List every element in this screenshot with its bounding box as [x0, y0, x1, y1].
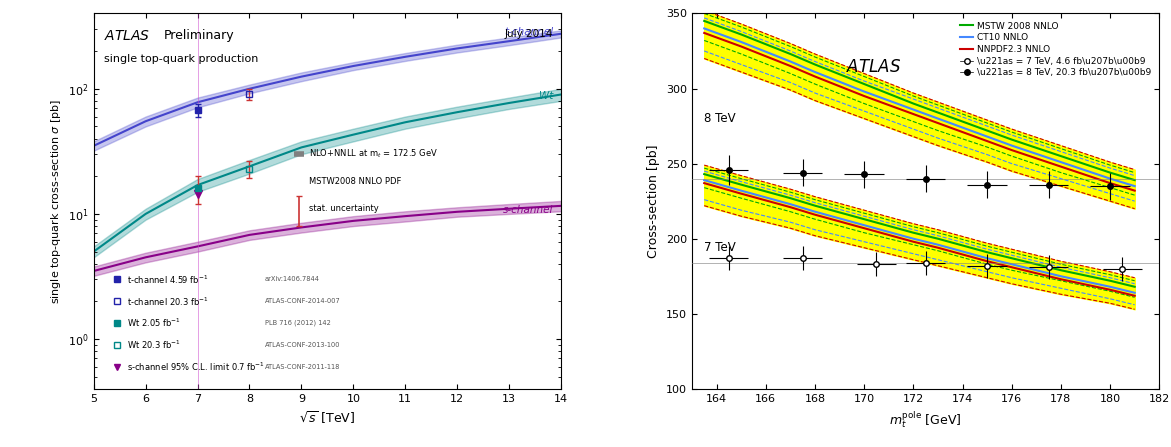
Text: ATLAS-CONF-2013-100: ATLAS-CONF-2013-100: [265, 342, 341, 348]
Text: Preliminary: Preliminary: [164, 29, 234, 42]
Text: stat. uncertainty: stat. uncertainty: [309, 204, 379, 213]
Text: s-channel 95% C.L. limit 0.7 fb$^{-1}$: s-channel 95% C.L. limit 0.7 fb$^{-1}$: [128, 361, 265, 373]
Text: July 2014: July 2014: [505, 29, 553, 39]
Text: MSTW2008 NNLO PDF: MSTW2008 NNLO PDF: [309, 177, 402, 186]
Text: t-channel: t-channel: [505, 27, 553, 37]
Text: single top-quark production: single top-quark production: [104, 54, 259, 64]
Text: s-channel: s-channel: [502, 205, 553, 215]
Text: $\bf{\it{ATLAS}}$: $\bf{\it{ATLAS}}$: [104, 29, 150, 43]
Legend: MSTW 2008 NNLO, CT10 NNLO, NNPDF2.3 NNLO, \u221as = 7 TeV, 4.6 fb\u207b\u00b9, \: MSTW 2008 NNLO, CT10 NNLO, NNPDF2.3 NNLO…: [957, 18, 1155, 81]
Text: NLO+NNLL at m$_t$ = 172.5 GeV: NLO+NNLL at m$_t$ = 172.5 GeV: [309, 148, 438, 160]
X-axis label: $m_t^{\rm pole}$ [GeV]: $m_t^{\rm pole}$ [GeV]: [890, 409, 961, 430]
Y-axis label: Cross-section [pb]: Cross-section [pb]: [648, 144, 660, 258]
Text: $\it{ATLAS}$: $\it{ATLAS}$: [847, 59, 902, 76]
Text: Wt 20.3 fb$^{-1}$: Wt 20.3 fb$^{-1}$: [128, 339, 182, 351]
Text: PLB 716 (2012) 142: PLB 716 (2012) 142: [265, 320, 331, 326]
Text: t-channel 20.3 fb$^{-1}$: t-channel 20.3 fb$^{-1}$: [128, 295, 210, 308]
Text: Wt: Wt: [539, 91, 553, 101]
Text: ATLAS-CONF-2014-007: ATLAS-CONF-2014-007: [265, 299, 341, 304]
Text: 8 TeV: 8 TeV: [704, 112, 735, 125]
Text: t-channel 4.59 fb$^{-1}$: t-channel 4.59 fb$^{-1}$: [128, 273, 208, 286]
X-axis label: $\sqrt{s}$ [TeV]: $\sqrt{s}$ [TeV]: [300, 409, 356, 426]
Text: ATLAS-CONF-2011-118: ATLAS-CONF-2011-118: [265, 364, 341, 370]
Text: Wt 2.05 fb$^{-1}$: Wt 2.05 fb$^{-1}$: [128, 316, 182, 329]
Y-axis label: single top-quark cross-section $\sigma$ [pb]: single top-quark cross-section $\sigma$ …: [49, 98, 62, 304]
Text: arXiv:1406.7844: arXiv:1406.7844: [265, 276, 320, 283]
Text: 7 TeV: 7 TeV: [704, 241, 735, 254]
